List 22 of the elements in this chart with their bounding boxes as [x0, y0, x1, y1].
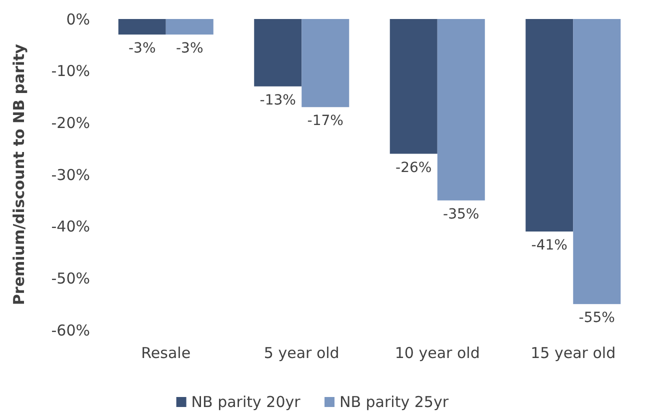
legend-label: NB parity 25yr [340, 393, 450, 411]
y-tick-label: -30% [51, 166, 90, 184]
y-tick-label: 0% [66, 10, 90, 28]
x-tick-label: Resale [141, 344, 191, 362]
x-tick-label: 10 year old [394, 344, 480, 362]
y-tick-label: -60% [51, 321, 90, 340]
data-label: -3% [128, 40, 156, 57]
data-label: -35% [443, 206, 480, 222]
x-tick-label: 5 year old [264, 344, 340, 362]
data-label: -17% [307, 113, 344, 130]
y-axis-title: Premium/discount to NB parity [10, 44, 28, 306]
data-label: -26% [396, 160, 432, 176]
data-label: -3% [176, 40, 204, 57]
x-tick-label: 15 year old [530, 344, 616, 362]
legend-label: NB parity 20yr [191, 393, 302, 411]
y-tick-label: -10% [51, 62, 90, 80]
y-tick-label: -20% [51, 114, 90, 132]
data-label: -41% [531, 238, 568, 254]
data-label: -13% [260, 92, 296, 108]
y-tick-label: -50% [51, 269, 90, 288]
y-tick-label: -40% [51, 218, 90, 236]
data-label: -55% [578, 310, 615, 326]
